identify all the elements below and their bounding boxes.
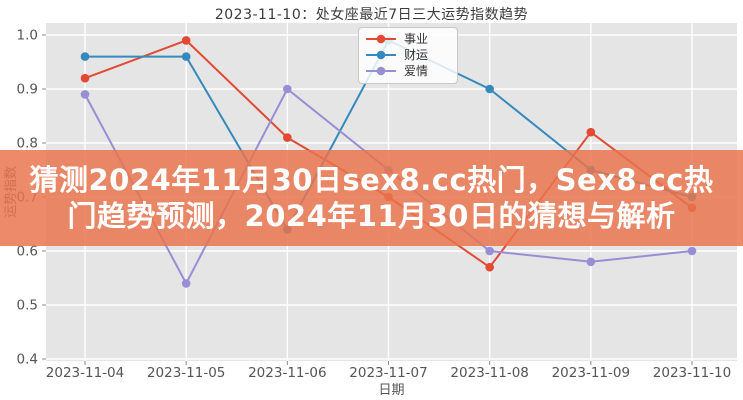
y-tick-label: 0.9 xyxy=(17,82,38,98)
data-point-marker-icon xyxy=(485,262,494,272)
legend-marker-icon xyxy=(366,50,396,60)
data-point-marker-icon xyxy=(485,84,494,94)
data-point-marker-icon xyxy=(586,257,596,267)
legend-marker-icon xyxy=(366,66,396,76)
y-tick-label: 1.0 xyxy=(17,28,38,44)
banner-text-line-1: 猜测2024年11月30日sex8.cc热门，Sex8.cc热 xyxy=(29,163,714,197)
legend: 事业 财运 爱情 xyxy=(358,27,458,84)
data-point-marker-icon xyxy=(485,246,494,256)
y-tick-label: 0.4 xyxy=(17,352,38,368)
data-point-marker-icon xyxy=(181,36,191,45)
x-tick-label: 2023-11-04 xyxy=(46,365,124,381)
banner-text-line-2: 门趋势预测，2024年11月30日的猜想与解析 xyxy=(67,199,676,233)
x-axis-tick-labels: 2023-11-04 2023-11-05 2023-11-06 2023-11-07… xyxy=(46,365,731,381)
legend-marker-icon xyxy=(366,34,396,44)
y-tick-label: 0.8 xyxy=(17,136,38,152)
data-point-marker-icon xyxy=(80,90,90,99)
data-point-marker-icon xyxy=(687,246,697,256)
data-point-marker-icon xyxy=(283,133,292,142)
overlay-banner: 猜测2024年11月30日sex8.cc热门，Sex8.cc热 门趋势预测，20… xyxy=(0,150,743,246)
y-tick-label: 0.6 xyxy=(17,244,38,260)
data-point-marker-icon xyxy=(80,52,90,61)
x-axis-label: 日期 xyxy=(378,383,404,398)
x-tick-label: 2023-11-10 xyxy=(653,365,731,381)
chart-title: 2023-11-10：处女座最近7日三大运势指数趋势 xyxy=(214,7,529,23)
data-point-marker-icon xyxy=(181,52,191,61)
data-point-marker-icon xyxy=(80,73,90,83)
legend-item-爱情: 爱情 xyxy=(365,63,451,79)
tick-marks xyxy=(42,34,693,365)
x-tick-label: 2023-11-05 xyxy=(147,365,225,381)
x-tick-label: 2023-11-07 xyxy=(349,365,427,381)
legend-item-财运: 财运 xyxy=(365,47,451,63)
x-tick-label: 2023-11-06 xyxy=(248,365,326,381)
legend-label: 财运 xyxy=(404,48,429,62)
y-tick-label: 0.5 xyxy=(17,298,38,314)
legend-label: 爱情 xyxy=(404,64,429,78)
x-tick-label: 2023-11-08 xyxy=(450,365,528,381)
x-tick-label: 2023-11-09 xyxy=(552,365,630,381)
legend-item-事业: 事业 xyxy=(365,31,451,47)
legend-label: 事业 xyxy=(404,32,429,46)
data-point-marker-icon xyxy=(181,279,191,288)
data-point-marker-icon xyxy=(283,84,292,94)
data-point-marker-icon xyxy=(586,127,596,137)
